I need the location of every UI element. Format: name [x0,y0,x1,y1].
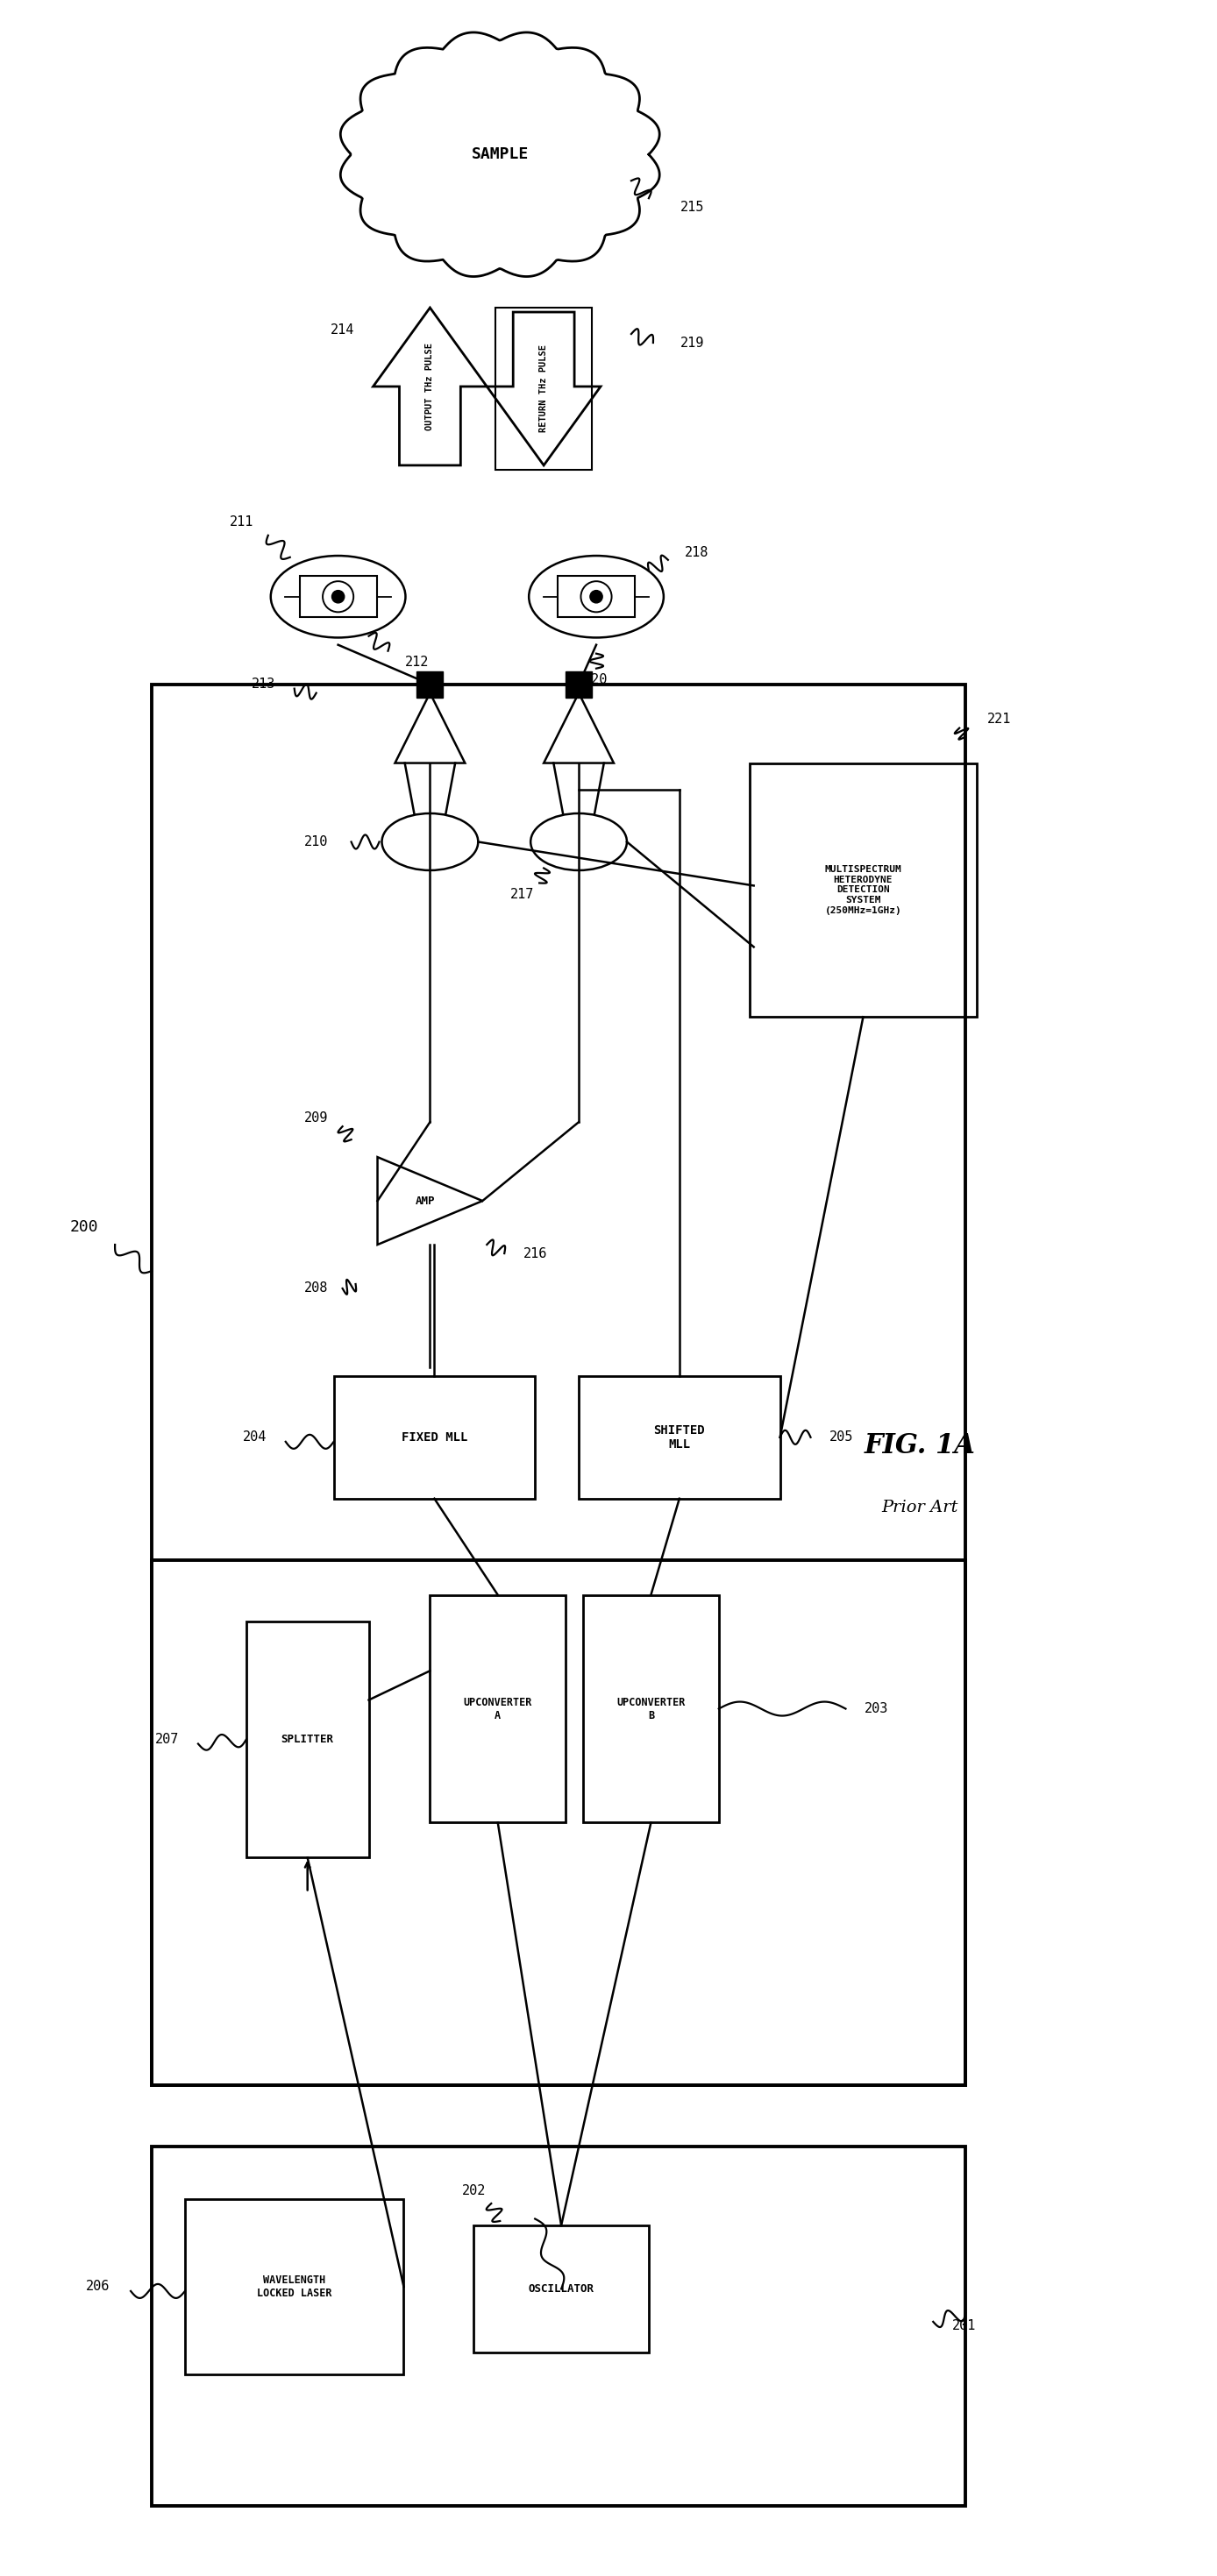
Text: 203: 203 [864,1703,888,1716]
Text: SPLITTER: SPLITTER [281,1734,333,1744]
Bar [152,2146,965,2506]
Text: MULTISPECTRUM
HETERODYNE
DETECTION
SYSTEM
(250MHz=1GHz): MULTISPECTRUM HETERODYNE DETECTION SYSTE… [825,866,902,914]
Bar [246,1620,369,1857]
Text: 202: 202 [461,2184,486,2197]
Bar [557,577,635,618]
Bar [152,1561,965,2087]
Text: 213: 213 [252,677,276,690]
Circle shape [590,590,602,603]
Text: 209: 209 [304,1110,329,1123]
Text: 201: 201 [952,2318,976,2334]
Text: RETURN THz PULSE: RETURN THz PULSE [539,345,548,433]
Text: OUTPUT THz PULSE: OUTPUT THz PULSE [426,343,434,430]
Bar [583,1595,719,1824]
Text: AMP: AMP [416,1195,436,1206]
Text: 214: 214 [331,322,354,335]
Bar [185,2200,404,2375]
Text: 200: 200 [71,1218,99,1234]
Text: 212: 212 [405,657,428,670]
Text: 204: 204 [243,1430,267,1445]
Text: 221: 221 [987,714,1011,726]
Text: Prior Art: Prior Art [881,1499,958,1515]
Text: UPCONVERTER
B: UPCONVERTER B [617,1698,685,1721]
Bar [579,1376,780,1499]
Text: 208: 208 [304,1283,329,1296]
Text: 218: 218 [685,546,708,559]
Text: SAMPLE: SAMPLE [471,147,528,162]
Bar [473,2226,649,2352]
Text: OSCILLATOR: OSCILLATOR [528,2282,594,2295]
Bar [430,1595,566,1824]
Text: 215: 215 [680,201,705,214]
Text: 206: 206 [85,2280,110,2293]
Text: 205: 205 [829,1430,853,1445]
Circle shape [332,590,344,603]
Text: 210: 210 [304,835,329,848]
Text: UPCONVERTER
A: UPCONVERTER A [464,1698,532,1721]
Text: 207: 207 [156,1734,179,1747]
Bar [750,762,977,1018]
Text: FIXED MLL: FIXED MLL [402,1432,467,1443]
Bar [299,577,376,618]
Bar [417,672,443,698]
Text: SHIFTED
MLL: SHIFTED MLL [654,1425,705,1450]
Bar [333,1376,535,1499]
Text: 216: 216 [523,1247,546,1260]
Bar [495,307,591,469]
Text: 220: 220 [584,672,608,685]
Bar [152,685,965,2087]
Text: 219: 219 [680,335,705,350]
Bar [566,672,591,698]
Text: 217: 217 [510,889,534,902]
Text: WAVELENGTH
LOCKED LASER: WAVELENGTH LOCKED LASER [257,2275,332,2298]
Text: 211: 211 [230,515,254,528]
Text: FIG. 1A: FIG. 1A [864,1432,976,1461]
